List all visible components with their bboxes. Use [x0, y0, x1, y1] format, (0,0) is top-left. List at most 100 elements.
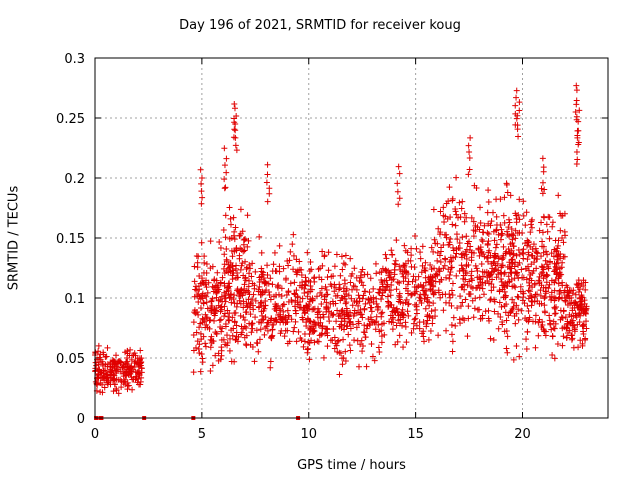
data-point	[376, 328, 383, 335]
data-point	[452, 322, 459, 329]
data-point	[198, 293, 205, 300]
data-point	[241, 334, 248, 341]
data-point	[267, 296, 274, 303]
data-point	[221, 303, 228, 310]
data-point	[408, 252, 415, 259]
data-point	[513, 343, 520, 350]
data-point	[255, 286, 262, 293]
data-point	[485, 187, 492, 194]
data-point	[481, 222, 488, 229]
data-point	[198, 180, 205, 187]
data-point	[249, 280, 256, 287]
data-point	[396, 263, 403, 270]
data-point	[499, 318, 506, 325]
data-point	[246, 291, 253, 298]
data-point	[514, 293, 521, 300]
data-point	[351, 337, 358, 344]
data-point	[309, 297, 316, 304]
data-point	[421, 338, 428, 345]
data-point	[395, 163, 402, 170]
data-point	[551, 355, 558, 362]
data-point	[427, 262, 434, 269]
data-point	[104, 375, 111, 382]
data-point	[204, 305, 211, 312]
data-point	[576, 107, 583, 114]
data-point	[111, 357, 118, 364]
data-point	[563, 282, 570, 289]
data-point	[481, 253, 488, 260]
data-point	[190, 347, 197, 354]
data-point	[222, 184, 229, 191]
data-point	[198, 200, 205, 207]
data-point	[500, 212, 507, 219]
data-point	[422, 305, 429, 312]
data-point	[477, 246, 484, 253]
data-point	[332, 292, 339, 299]
data-point	[346, 342, 353, 349]
data-point	[241, 323, 248, 330]
data-point	[306, 356, 313, 363]
data-point	[478, 260, 485, 267]
data-point	[497, 269, 504, 276]
data-point	[293, 271, 300, 278]
data-point	[508, 231, 515, 238]
data-point	[518, 266, 525, 273]
data-point	[491, 308, 498, 315]
data-point	[487, 272, 494, 279]
data-point	[403, 268, 410, 275]
data-point	[103, 353, 110, 360]
data-point	[534, 291, 541, 298]
data-point	[530, 241, 537, 248]
data-point	[555, 280, 562, 287]
data-point	[523, 346, 530, 353]
data-point	[447, 214, 454, 221]
data-point	[449, 291, 456, 298]
data-point	[438, 276, 445, 283]
data-point	[531, 254, 538, 261]
data-point	[306, 317, 313, 324]
data-point	[245, 283, 252, 290]
plot-frame	[94, 57, 609, 419]
data-point	[363, 363, 370, 370]
data-point	[525, 295, 532, 302]
data-point	[516, 216, 523, 223]
data-point	[343, 299, 350, 306]
data-point	[267, 364, 274, 371]
data-point	[233, 275, 240, 282]
data-point	[264, 319, 271, 326]
data-point	[524, 263, 531, 270]
y-tick-label: 0.25	[56, 112, 85, 127]
data-point	[476, 274, 483, 281]
data-point	[503, 328, 510, 335]
data-point	[555, 192, 562, 199]
data-point	[190, 319, 197, 326]
data-point	[540, 168, 547, 175]
data-point	[557, 210, 564, 217]
data-point	[227, 215, 234, 222]
data-point	[222, 234, 229, 241]
data-point	[543, 221, 550, 228]
data-point	[546, 312, 553, 319]
data-point	[244, 243, 251, 250]
data-point	[349, 270, 356, 277]
data-point	[307, 325, 314, 332]
data-point	[207, 344, 214, 351]
data-point	[240, 304, 247, 311]
data-point	[290, 266, 297, 273]
data-point	[446, 239, 453, 246]
data-point	[552, 237, 559, 244]
data-point	[450, 254, 457, 261]
data-point	[124, 350, 131, 357]
data-point	[207, 238, 214, 245]
data-point	[356, 295, 363, 302]
data-point	[258, 265, 265, 272]
data-point	[393, 322, 400, 329]
data-point	[395, 201, 402, 208]
data-point	[257, 300, 264, 307]
data-point	[514, 112, 521, 119]
data-point	[193, 329, 200, 336]
data-point	[231, 236, 238, 243]
data-point	[112, 367, 119, 374]
data-point	[191, 278, 198, 285]
data-point	[394, 278, 401, 285]
